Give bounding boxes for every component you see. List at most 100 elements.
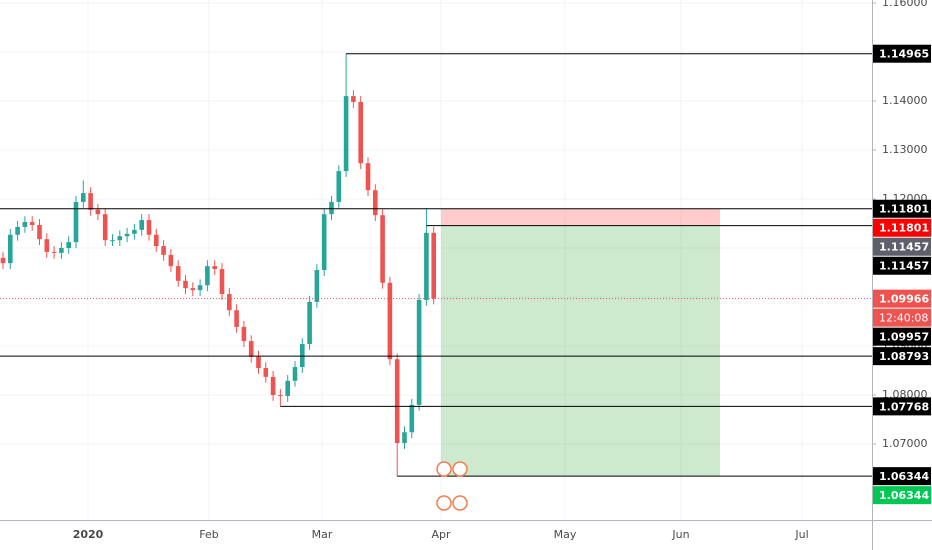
price-label: 1.06344 [879, 489, 929, 502]
event-marker [452, 461, 468, 477]
candle-body [321, 214, 327, 271]
candle-body [358, 101, 363, 164]
candle-body [292, 367, 298, 381]
candle-body [307, 301, 312, 345]
price-label: 1.06344 [879, 470, 929, 483]
candle-body [37, 224, 42, 240]
price-label-bg [873, 467, 931, 486]
event-marker [436, 461, 452, 477]
candle-body [22, 222, 28, 227]
candle-body [394, 359, 400, 444]
price-label: 1.11457 [879, 241, 929, 254]
candle-body [365, 163, 371, 191]
candle-body [124, 233, 130, 237]
x-tick-label: 2020 [73, 528, 104, 541]
price-label-bg [873, 218, 931, 237]
candle-body [241, 326, 247, 342]
candle-body [431, 232, 436, 299]
price-label: 1.08793 [879, 350, 929, 363]
candle-body [270, 376, 276, 395]
stop-zone [441, 208, 720, 226]
candle-body [402, 432, 407, 444]
candle-body [300, 344, 305, 368]
candle-body [8, 234, 13, 264]
y-tick-label: 1.07000 [882, 437, 928, 450]
x-tick-label: Apr [431, 528, 451, 541]
candle-body [248, 341, 254, 357]
candle-body [329, 201, 334, 215]
price-label-bg [873, 486, 931, 505]
price-label: 1.11457 [879, 260, 929, 273]
candle-body [314, 270, 320, 302]
candle-body [380, 215, 385, 283]
candle-body [205, 266, 210, 286]
price-label-bg [873, 44, 931, 63]
candle-body [234, 310, 239, 327]
price-label-bg [873, 327, 931, 346]
candle-body [424, 232, 429, 300]
candle-body [81, 193, 86, 202]
candle-body [117, 236, 123, 241]
candle-body [66, 242, 71, 248]
candle-body [387, 282, 393, 360]
x-tick-label: Mar [312, 528, 333, 541]
countdown-bg [873, 308, 931, 327]
countdown: 12:40:08 [879, 312, 928, 325]
x-tick-label: Jun [671, 528, 689, 541]
y-tick-label: 1.14000 [882, 94, 928, 107]
candle-body [51, 251, 57, 253]
y-tick-label: 1.13000 [882, 143, 928, 156]
candle-body [343, 96, 349, 172]
candle-body [88, 193, 93, 210]
candle-body [29, 222, 35, 225]
candle-body [139, 220, 144, 230]
candle-body [212, 266, 217, 270]
candle-body [409, 404, 415, 433]
candle-body [146, 220, 152, 235]
candle-body [154, 234, 159, 247]
candle-body [278, 394, 283, 396]
grid [0, 0, 872, 520]
candle-body [190, 288, 196, 291]
event-marker [452, 495, 468, 511]
price-label-bg [873, 289, 931, 308]
target-zone [441, 225, 720, 477]
price-label: 1.14965 [879, 48, 929, 61]
candle-body [132, 229, 137, 234]
candle-body [219, 269, 225, 295]
price-label: 1.09966 [879, 293, 929, 306]
candle-body [183, 280, 188, 289]
price-label-bg [873, 237, 931, 256]
candle-body [95, 209, 101, 215]
candle-body [227, 294, 232, 311]
candle-body [263, 368, 269, 377]
event-marker [436, 495, 452, 511]
y-tick-label: 1.16000 [882, 0, 928, 9]
candle-body [0, 257, 6, 264]
candle-body [416, 299, 422, 405]
candle-body [256, 356, 261, 369]
candle-body [351, 96, 356, 102]
candle-body [373, 190, 378, 216]
candle-body [175, 266, 181, 281]
candle-body [102, 214, 108, 241]
candle-body [285, 380, 290, 396]
candle-body [73, 201, 79, 243]
price-label-bg [873, 397, 931, 416]
price-label-bg [873, 256, 931, 275]
candle-body [168, 254, 174, 267]
price-label: 1.07768 [879, 400, 929, 413]
candle-body [44, 239, 50, 252]
candle-body [336, 171, 342, 202]
x-tick-label: May [554, 528, 577, 541]
x-tick-label: Jul [794, 528, 808, 541]
price-label-bg [873, 199, 931, 218]
candle-body [197, 285, 203, 291]
candle-body [15, 226, 20, 235]
candle-body [59, 247, 64, 253]
price-label: 1.09957 [879, 331, 929, 344]
candle-body [161, 246, 166, 255]
